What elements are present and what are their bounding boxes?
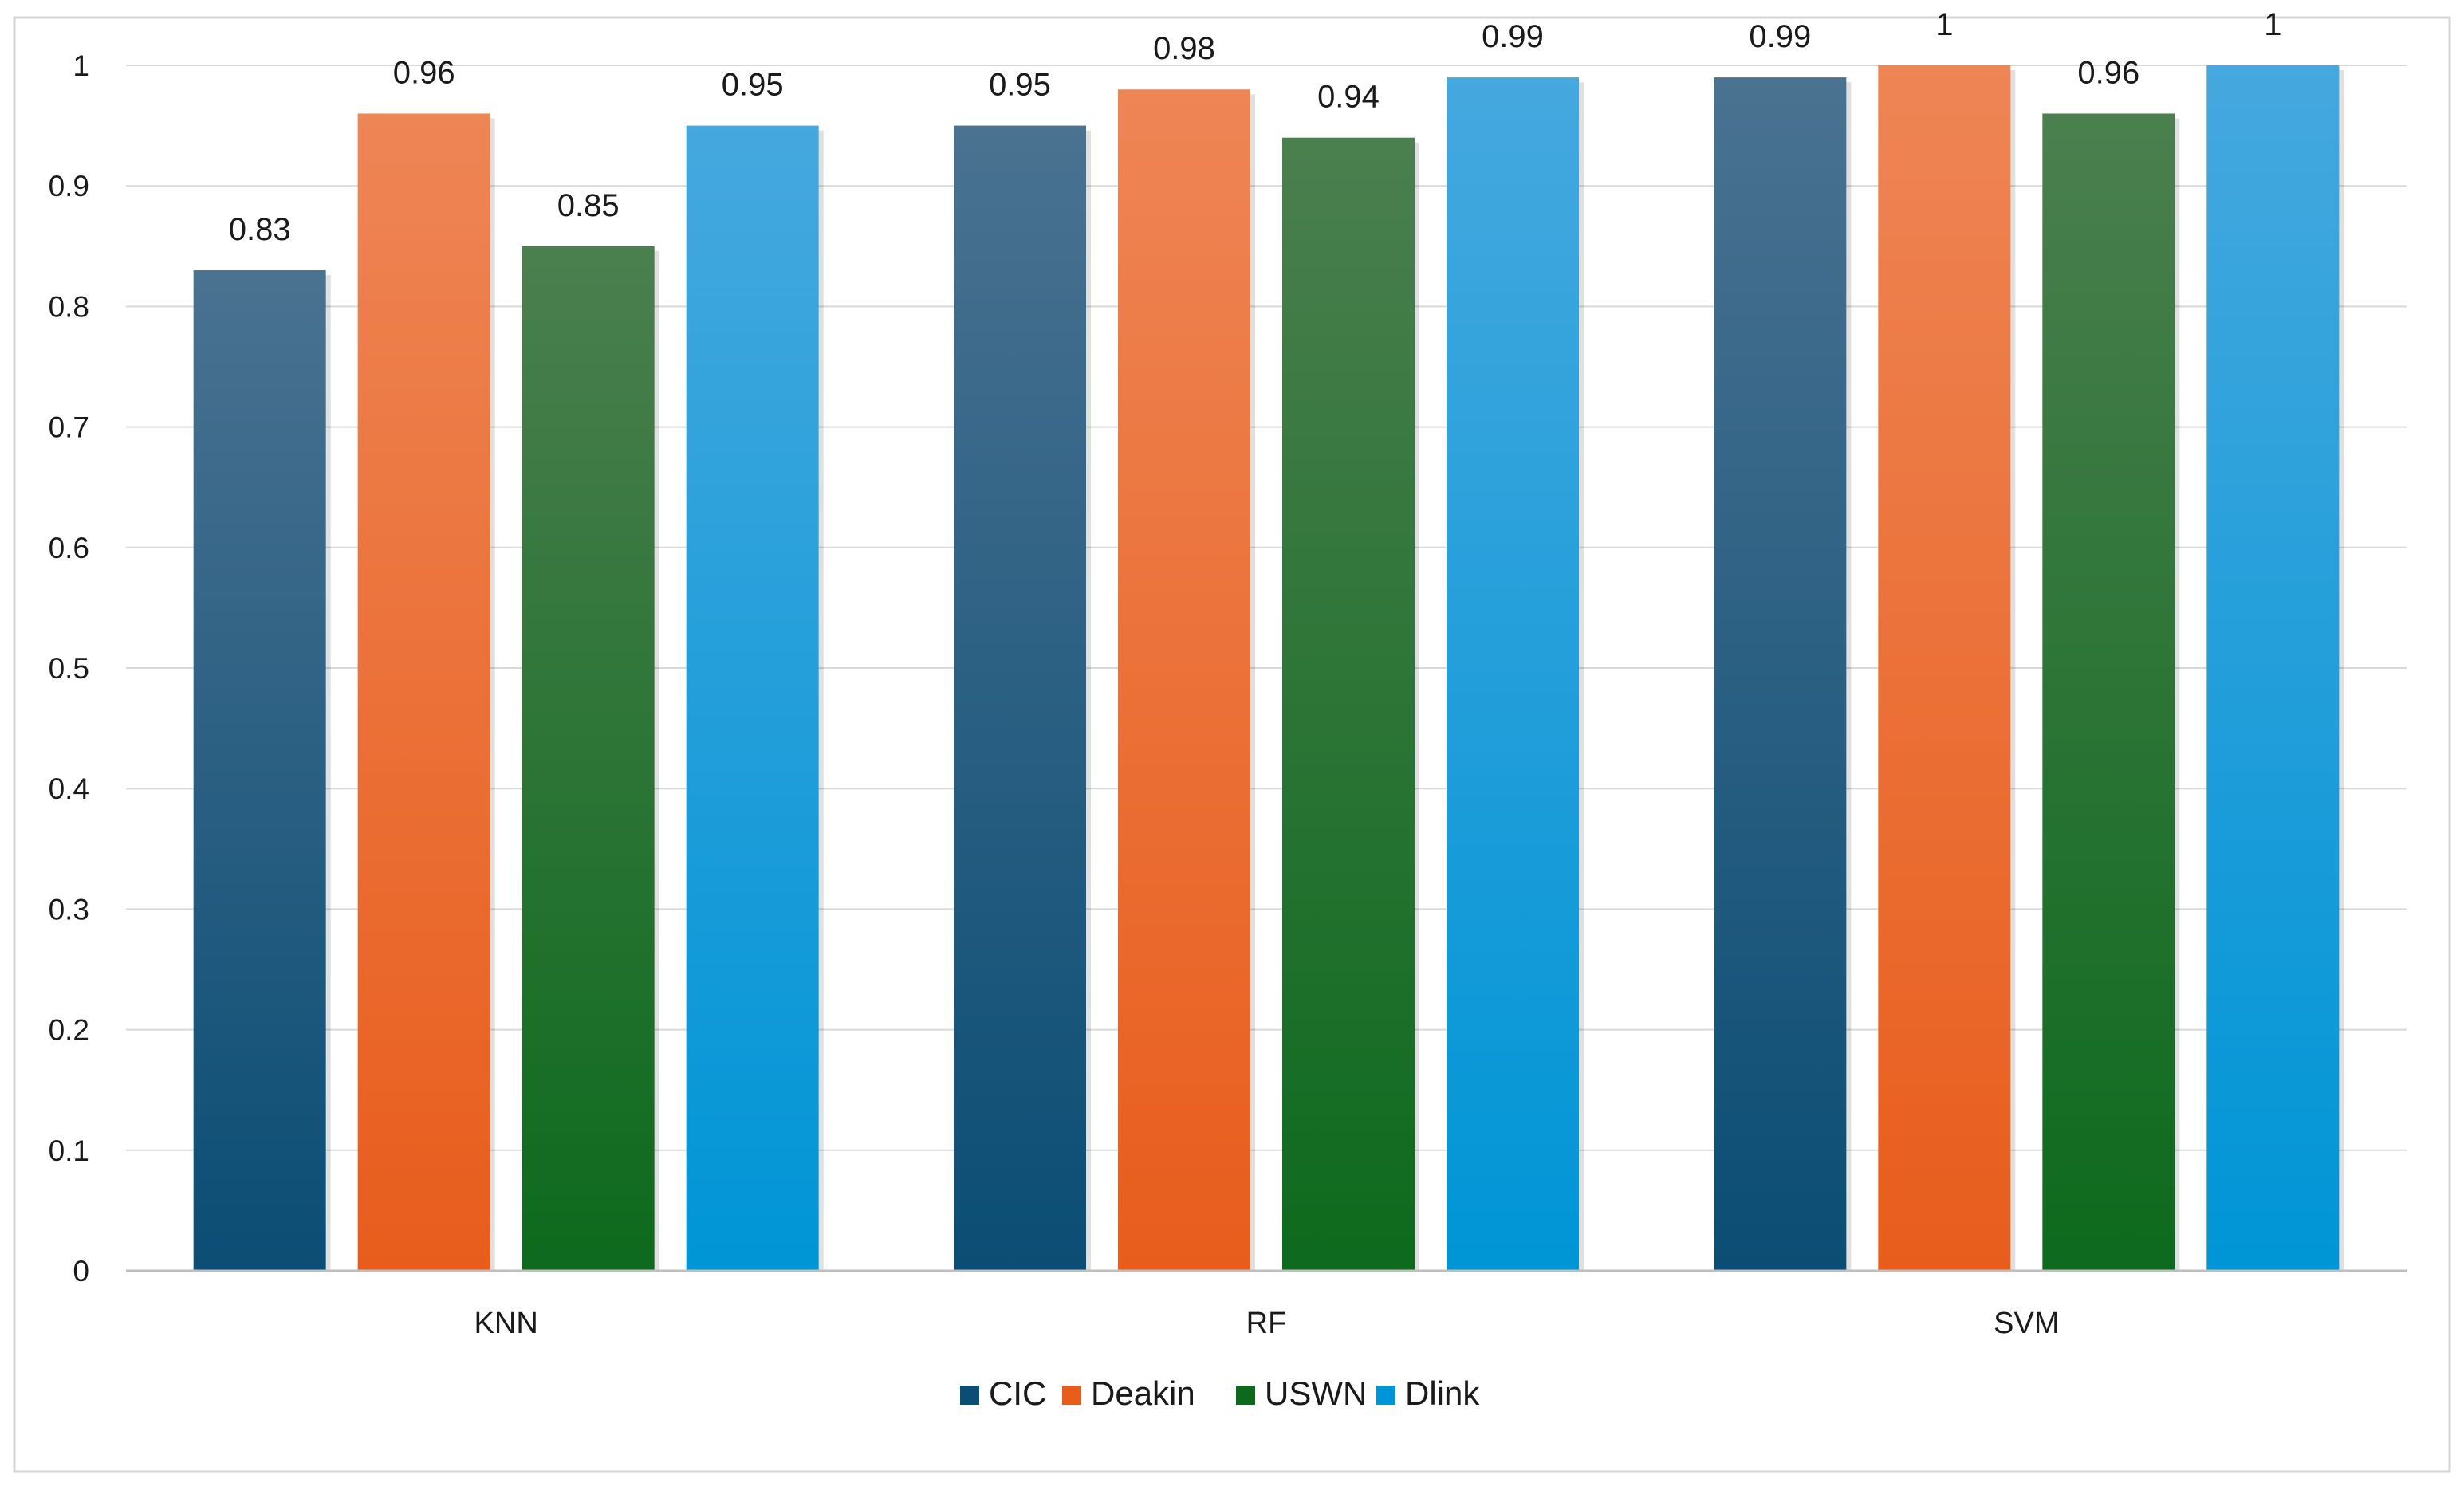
legend-swatch-dlink bbox=[1376, 1386, 1395, 1405]
x-category-label: SVM bbox=[1994, 1307, 2059, 1340]
data-label: 1 bbox=[1935, 7, 1953, 42]
y-tick-label: 0.9 bbox=[49, 170, 89, 202]
legend-label-uswn: USWN bbox=[1265, 1374, 1367, 1412]
data-label: 1 bbox=[2264, 7, 2281, 42]
bar-knn-deakin bbox=[357, 113, 490, 1272]
legend-label-dlink: Dlink bbox=[1405, 1374, 1480, 1412]
bar-rf-dlink bbox=[1447, 77, 1579, 1272]
y-axis-ticks: 0 0.1 0.2 0.3 0.4 0.5 0.6 0.7 0.8 0.9 1 bbox=[49, 49, 89, 1288]
data-label: 0.98 bbox=[1153, 31, 1215, 66]
legend-swatch-deakin bbox=[1062, 1386, 1081, 1405]
bars bbox=[193, 65, 2344, 1273]
data-label: 0.85 bbox=[557, 188, 620, 223]
bar-knn-uswn bbox=[522, 246, 655, 1271]
y-tick-label: 0.3 bbox=[49, 893, 89, 926]
y-tick-label: 0.2 bbox=[49, 1014, 89, 1047]
bar-rf-uswn bbox=[1282, 137, 1415, 1272]
y-tick-label: 0.1 bbox=[49, 1134, 89, 1167]
y-tick-label: 0 bbox=[73, 1255, 89, 1288]
x-category-label: KNN bbox=[474, 1307, 538, 1340]
y-tick-label: 0.7 bbox=[49, 411, 89, 444]
bar-knn-cic bbox=[193, 270, 326, 1271]
legend: CIC Deakin USWN Dlink bbox=[960, 1374, 1480, 1412]
data-label: 0.94 bbox=[1317, 80, 1380, 115]
data-label: 0.99 bbox=[1749, 19, 1811, 54]
data-label: 0.96 bbox=[2077, 55, 2139, 90]
y-tick-label: 0.8 bbox=[49, 290, 89, 323]
y-tick-label: 0.6 bbox=[49, 532, 89, 564]
data-label: 0.95 bbox=[989, 68, 1051, 103]
x-category-label: RF bbox=[1246, 1307, 1287, 1340]
legend-label-deakin: Deakin bbox=[1091, 1374, 1195, 1412]
bar-svm-uswn bbox=[2042, 113, 2175, 1272]
data-label: 0.99 bbox=[1482, 19, 1544, 54]
bar-rf-deakin bbox=[1118, 89, 1250, 1272]
legend-label-cic: CIC bbox=[989, 1374, 1046, 1412]
bar-knn-dlink bbox=[686, 125, 819, 1272]
y-tick-label: 1 bbox=[73, 49, 89, 82]
legend-swatch-uswn bbox=[1236, 1386, 1255, 1405]
data-label: 0.95 bbox=[722, 68, 784, 103]
y-tick-label: 0.4 bbox=[49, 773, 89, 805]
bar-rf-cic bbox=[954, 125, 1086, 1272]
bar-svm-dlink bbox=[2206, 65, 2340, 1271]
data-labels: 0.83 0.96 0.85 0.95 0.95 0.98 0.94 0.99 0.99 1 0.9… bbox=[229, 7, 2282, 247]
data-label: 0.83 bbox=[229, 212, 291, 247]
legend-swatch-cic bbox=[960, 1386, 979, 1405]
gridlines bbox=[126, 65, 2407, 1151]
bar-svm-deakin bbox=[1878, 65, 2011, 1271]
bar-svm-cic bbox=[1714, 77, 1847, 1272]
y-tick-label: 0.5 bbox=[49, 652, 89, 685]
x-axis: KNN RF SVM bbox=[126, 1269, 2407, 1340]
data-label: 0.96 bbox=[393, 55, 455, 90]
